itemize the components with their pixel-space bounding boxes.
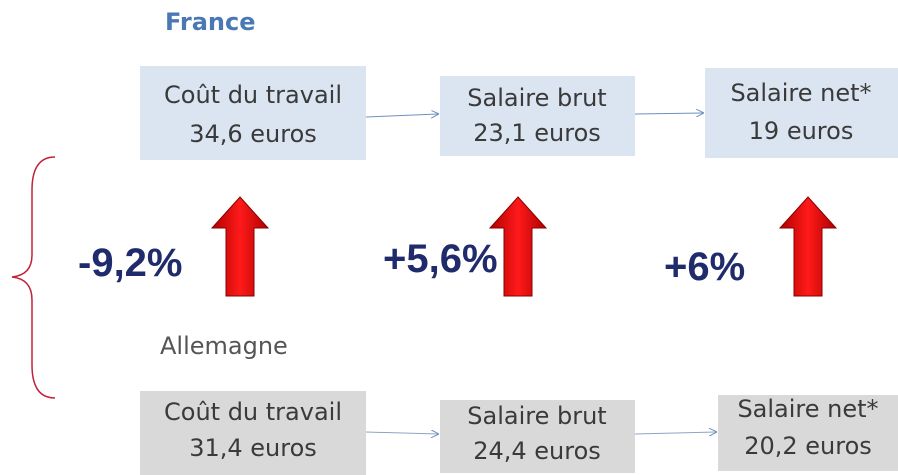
up-arrow <box>488 196 548 297</box>
box-value: 31,4 euros <box>189 434 317 462</box>
up-arrows <box>210 196 838 297</box>
flow-arrow <box>634 432 716 434</box>
up-arrow <box>778 196 838 297</box>
box <box>440 76 635 156</box>
box-title: Salaire brut <box>467 402 606 430</box>
box <box>440 400 635 473</box>
country-label: France <box>165 8 255 36</box>
box-title: Coût du travail <box>164 398 342 426</box>
box-value: 23,1 euros <box>473 119 601 147</box>
box <box>705 68 898 158</box>
difference: -9,2% <box>78 241 183 285</box>
up-arrow <box>210 196 270 297</box>
box-value: 24,4 euros <box>473 437 601 465</box>
bracket <box>11 156 56 399</box>
box-value: 20,2 euros <box>744 432 872 460</box>
difference: +5,6% <box>383 237 498 281</box>
box <box>140 66 366 160</box>
box-title: Coût du travail <box>164 81 342 109</box>
difference: +6% <box>664 245 745 289</box>
box-title: Salaire net* <box>737 395 878 423</box>
box-title: Salaire net* <box>730 79 871 107</box>
flow-arrow <box>634 113 703 114</box>
box <box>140 391 366 475</box>
box-value: 19 euros <box>749 117 854 145</box>
box <box>718 395 898 471</box>
box-title: Salaire brut <box>467 84 606 112</box>
flow-arrow <box>365 432 438 434</box>
country-label: Allemagne <box>160 332 288 360</box>
box-value: 34,6 euros <box>189 120 317 148</box>
flow-arrow <box>365 114 438 117</box>
